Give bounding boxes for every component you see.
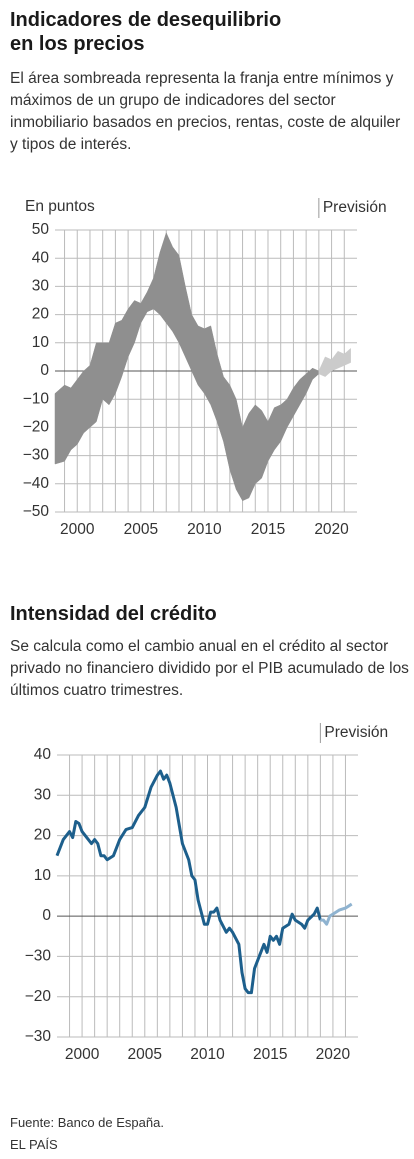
y-tick-label: −30 — [25, 1028, 52, 1045]
chart-title: Indicadores de desequilibrio en los prec… — [10, 9, 282, 55]
y-tick-label: −10 — [23, 390, 50, 407]
chart-subtitle: El área sombreada representa la franja e… — [10, 70, 401, 153]
y-tick-label: −30 — [23, 447, 50, 464]
line — [55, 769, 322, 995]
chart: 2000 2005 2010 2015 2020403020100−30−20−30Pr… — [25, 723, 388, 1063]
x-tick-label: 2005 — [128, 1046, 162, 1063]
range-area — [54, 232, 320, 502]
x-tick-label: 2010 — [187, 521, 222, 538]
y-tick-label: 30 — [34, 786, 52, 803]
y-axis-label: En puntos — [25, 198, 95, 215]
y-tick-label: 30 — [32, 277, 50, 294]
y-tick-label: −20 — [25, 988, 52, 1005]
y-tick-label: −40 — [23, 475, 50, 492]
y-tick-label: 20 — [34, 827, 52, 844]
x-tick-label: 2020 — [314, 521, 349, 538]
x-tick-label: 2005 — [124, 521, 158, 538]
x-tick-label: 2000 — [65, 1046, 100, 1063]
y-tick-label: 40 — [32, 249, 50, 266]
annotation: Previsión — [323, 199, 387, 216]
y-tick-label: 50 — [32, 221, 50, 238]
y-tick-label: 20 — [32, 306, 50, 323]
brand: EL PAÍS — [10, 1137, 58, 1152]
y-tick-label: 40 — [34, 746, 52, 763]
y-tick-label: 10 — [32, 334, 50, 351]
source: Fuente: Banco de España. — [10, 1115, 164, 1130]
x-tick-label: 2020 — [316, 1046, 351, 1063]
y-tick-label: 10 — [34, 867, 52, 884]
chart-subtitle: Se calcula como el cambio anual en el cr… — [10, 638, 409, 699]
range-area — [318, 347, 351, 377]
x-tick-label: 2015 — [253, 1046, 287, 1063]
y-tick-label: −30 — [25, 948, 52, 965]
x-tick-label: 2015 — [251, 521, 285, 538]
line — [320, 902, 353, 926]
chart: 2000 2005 2010 2015 202050403020100−10−20−30… — [23, 198, 387, 538]
y-tick-label: 0 — [42, 907, 51, 924]
y-tick-label: −20 — [23, 418, 50, 435]
annotation: Previsión — [324, 724, 388, 741]
x-tick-label: 2010 — [190, 1046, 225, 1063]
y-tick-label: −50 — [23, 503, 50, 520]
chart-title: Intensidad del crédito — [10, 603, 217, 625]
y-tick-label: 0 — [40, 362, 49, 379]
x-tick-label: 2000 — [60, 521, 95, 538]
